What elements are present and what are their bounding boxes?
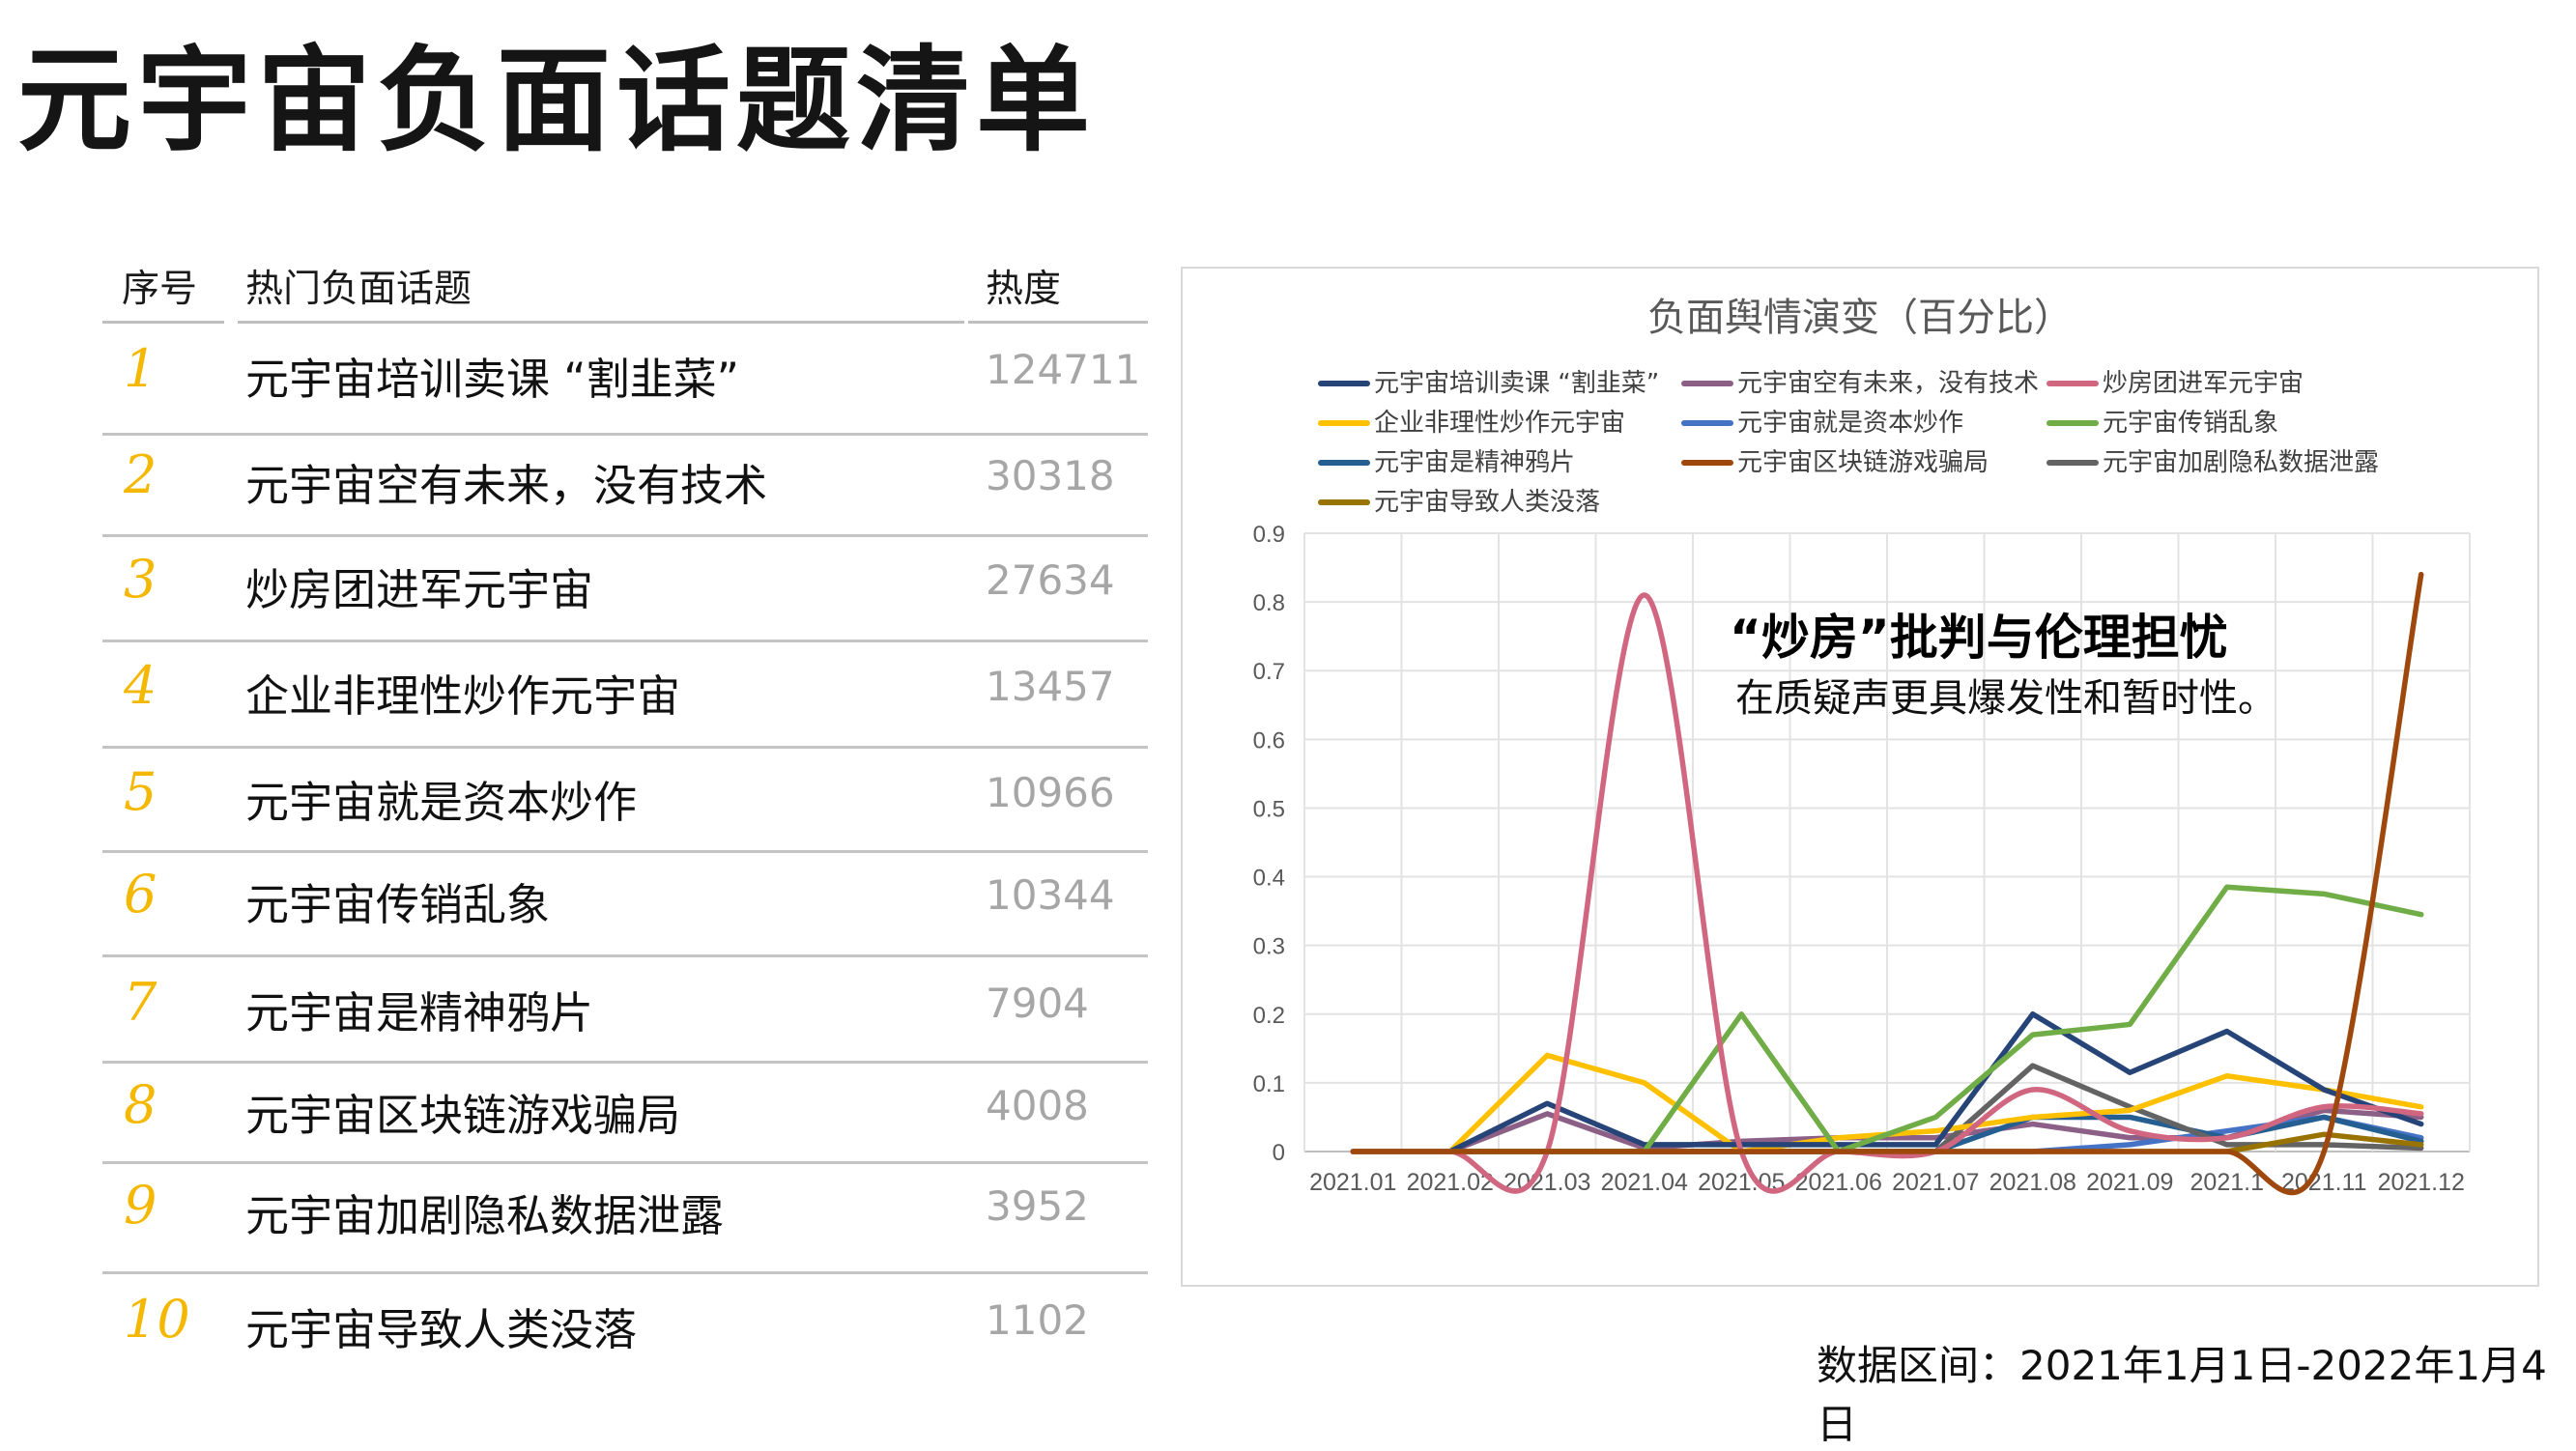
- topic-text: 元宇宙就是资本炒作: [245, 777, 638, 828]
- legend-swatch: [1681, 420, 1733, 426]
- topic-text: 元宇宙加剧隐私数据泄露: [245, 1190, 725, 1241]
- legend-label: 元宇宙加剧隐私数据泄露: [2103, 448, 2380, 477]
- x-tick-label: 2021.07: [1892, 1169, 1979, 1196]
- legend-swatch: [1318, 499, 1370, 505]
- chart-annotation-main: “炒房”批判与伦理担忧: [1730, 610, 2228, 666]
- row-divider: [102, 1161, 1148, 1164]
- rank-number: 9: [124, 1175, 157, 1236]
- row-divider: [102, 1271, 1148, 1274]
- legend-swatch: [1681, 460, 1733, 466]
- rank-number: 1: [124, 338, 157, 399]
- x-tick-label: 2021.06: [1795, 1169, 1882, 1196]
- header-topic: 热门负面话题: [245, 268, 472, 311]
- rank-number: 7: [124, 972, 157, 1033]
- heat-value: 3952: [986, 1182, 1089, 1230]
- legend-swatch: [2046, 381, 2099, 386]
- heat-value: 13457: [986, 663, 1115, 710]
- header-divider: [102, 321, 224, 324]
- heat-value: 30318: [986, 452, 1115, 499]
- legend-label: 元宇宙传销乱象: [2103, 409, 2279, 438]
- topic-text: 元宇宙区块链游戏骗局: [245, 1090, 681, 1141]
- heat-value: 4008: [986, 1082, 1089, 1129]
- x-tick-label: 2021.04: [1601, 1169, 1688, 1196]
- legend-label: 企业非理性炒作元宇宙: [1374, 409, 1626, 438]
- topic-text: 元宇宙传销乱象: [245, 879, 551, 930]
- page-title: 元宇宙负面话题清单: [17, 34, 1097, 167]
- y-tick-label: 0: [1273, 1140, 1285, 1166]
- legend-label: 元宇宙导致人类没落: [1374, 488, 1601, 517]
- topic-text: 元宇宙导致人类没落: [245, 1304, 638, 1355]
- legend-label: 元宇宙就是资本炒作: [1737, 409, 1964, 438]
- header-rank: 序号: [122, 268, 198, 311]
- legend-swatch: [1681, 381, 1733, 386]
- y-tick-label: 0.5: [1253, 796, 1285, 822]
- rank-number: 2: [124, 444, 157, 505]
- y-tick-label: 0.1: [1253, 1071, 1285, 1097]
- heat-value: 1102: [986, 1296, 1089, 1344]
- rank-number: 4: [124, 655, 157, 716]
- x-tick-label: 2021.12: [2378, 1169, 2465, 1196]
- rank-number: 6: [124, 864, 157, 925]
- topic-text: 企业非理性炒作元宇宙: [245, 670, 681, 722]
- legend-swatch: [1318, 420, 1370, 426]
- y-tick-label: 0.2: [1253, 1003, 1285, 1029]
- chart-title: 负面舆情演变（百分比）: [1647, 296, 2073, 340]
- legend-label: 炒房团进军元宇宙: [2103, 369, 2304, 398]
- heat-value: 10344: [986, 871, 1115, 919]
- chart-annotation-sub: 在质疑声更具爆发性和暂时性。: [1735, 676, 2276, 721]
- y-tick-label: 0.7: [1253, 659, 1285, 685]
- y-tick-label: 0.3: [1253, 934, 1285, 960]
- y-tick-label: 0.4: [1253, 866, 1285, 892]
- rank-number: 5: [124, 761, 157, 822]
- x-tick-label: 2021.02: [1407, 1169, 1494, 1196]
- x-tick-label: 2021.1: [2190, 1169, 2264, 1196]
- row-divider: [102, 954, 1148, 957]
- legend-swatch: [2046, 460, 2099, 466]
- legend-swatch: [2046, 420, 2099, 426]
- y-tick-label: 0.9: [1253, 522, 1285, 548]
- row-divider: [102, 534, 1148, 537]
- legend-swatch: [1318, 381, 1370, 386]
- rank-number: 10: [124, 1289, 190, 1350]
- row-divider: [102, 433, 1148, 436]
- heat-value: 124711: [986, 346, 1141, 393]
- x-tick-label: 2021.09: [2086, 1169, 2173, 1196]
- topic-text: 炒房团进军元宇宙: [245, 564, 594, 615]
- rank-number: 8: [124, 1074, 157, 1135]
- legend-label: 元宇宙是精神鸦片: [1374, 448, 1576, 477]
- topic-text: 元宇宙是精神鸦片: [245, 987, 594, 1038]
- row-divider: [102, 850, 1148, 853]
- legend-label: 元宇宙空有未来，没有技术: [1737, 369, 2040, 398]
- topic-text: 元宇宙空有未来，没有技术: [245, 460, 768, 511]
- row-divider: [102, 640, 1148, 642]
- legend-label: 元宇宙培训卖课 “割韭菜”: [1374, 369, 1660, 398]
- y-tick-label: 0.8: [1253, 590, 1285, 616]
- x-tick-label: 2021.08: [1989, 1169, 2076, 1196]
- row-divider: [102, 1061, 1148, 1064]
- heat-value: 10966: [986, 769, 1115, 816]
- data-range-note: 数据区间：2021年1月1日-2022年1月4日: [1817, 1342, 2547, 1448]
- legend-swatch: [1318, 460, 1370, 466]
- series-line: [1350, 1011, 2424, 1154]
- legend-label: 元宇宙区块链游戏骗局: [1737, 448, 1989, 477]
- header-divider: [968, 321, 1148, 324]
- topic-text: 元宇宙培训卖课 “割韭菜”: [245, 354, 739, 405]
- heat-value: 27634: [986, 556, 1115, 604]
- header-heat: 热度: [986, 268, 1062, 311]
- header-divider: [238, 321, 964, 324]
- rank-number: 3: [124, 549, 157, 610]
- heat-value: 7904: [986, 980, 1089, 1027]
- x-tick-label: 2021.01: [1309, 1169, 1396, 1196]
- y-tick-label: 0.6: [1253, 727, 1285, 754]
- row-divider: [102, 746, 1148, 749]
- series-line: [1350, 571, 2424, 1196]
